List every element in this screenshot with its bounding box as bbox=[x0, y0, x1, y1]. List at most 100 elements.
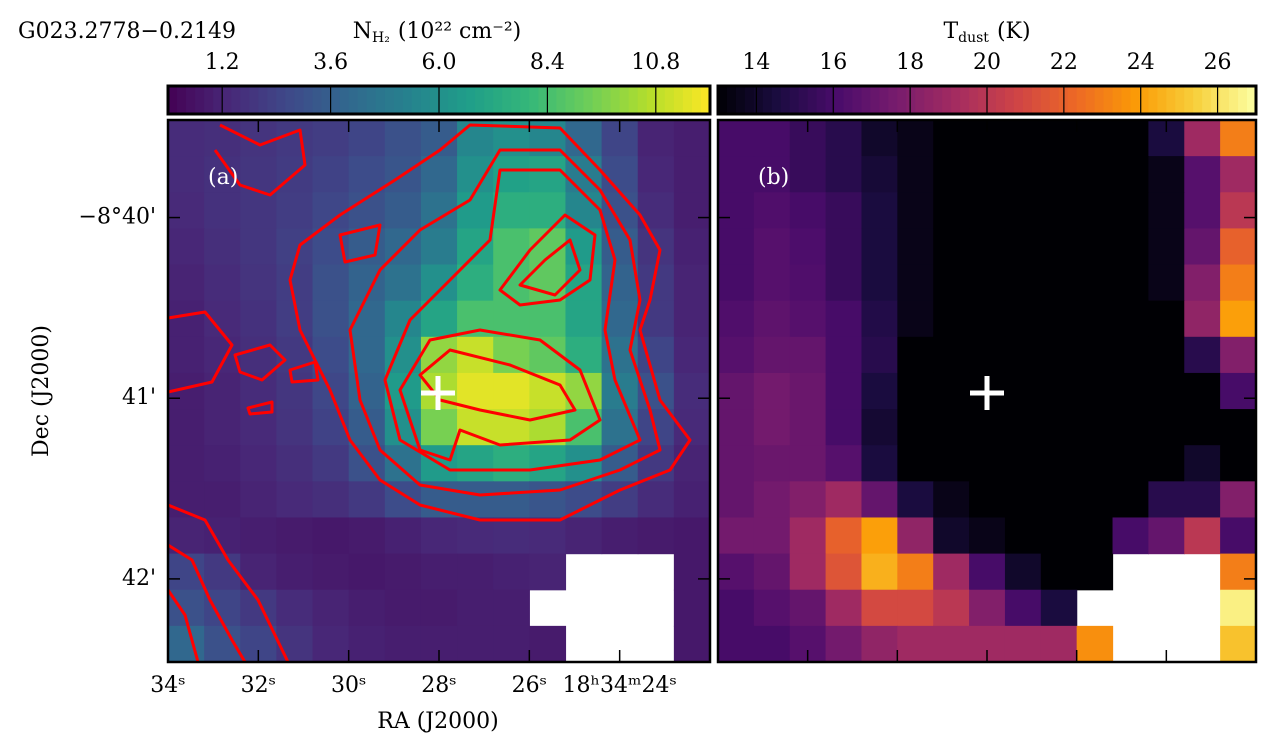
heatmap-cell bbox=[529, 156, 567, 193]
heatmap-cell bbox=[897, 120, 934, 157]
colorbar-segment bbox=[906, 86, 916, 114]
heatmap-cell bbox=[240, 192, 277, 229]
heatmap-cell bbox=[1040, 156, 1078, 193]
heatmap-cell bbox=[1112, 120, 1149, 157]
heatmap-cell bbox=[493, 589, 530, 627]
heatmap-cell bbox=[933, 300, 970, 338]
heatmap-cell bbox=[861, 445, 898, 482]
contour bbox=[167, 310, 234, 394]
heatmap-cell bbox=[240, 228, 277, 266]
heatmap-cell bbox=[825, 156, 863, 193]
colorbar-segment bbox=[204, 86, 214, 114]
heatmap-cell bbox=[312, 120, 350, 157]
heatmap-cell bbox=[457, 625, 494, 663]
heatmap-cell bbox=[1004, 372, 1042, 410]
heatmap-cell bbox=[897, 481, 934, 519]
heatmap-cell bbox=[1040, 589, 1078, 627]
heatmap-cell bbox=[1184, 264, 1221, 302]
heatmap-cell bbox=[1220, 517, 1257, 555]
heatmap-cell bbox=[1076, 228, 1114, 266]
colorbar-segment bbox=[1067, 86, 1078, 114]
heatmap-cell bbox=[240, 336, 277, 374]
heatmap-cell bbox=[897, 409, 934, 446]
colorbar-segment bbox=[1040, 86, 1051, 114]
heatmap-cell bbox=[969, 192, 1006, 229]
contour bbox=[348, 148, 662, 497]
heatmap-cell bbox=[204, 372, 241, 410]
heatmap-cell bbox=[457, 228, 494, 266]
heatmap-cell bbox=[420, 156, 458, 193]
colorbar-tick-label: 22 bbox=[1050, 50, 1078, 75]
heatmap-cell bbox=[420, 409, 458, 446]
heatmap-cell bbox=[789, 300, 827, 338]
heatmap-cell bbox=[240, 264, 277, 302]
heatmap-cell bbox=[1148, 228, 1185, 266]
heatmap-cell bbox=[276, 192, 314, 229]
heatmap-cell bbox=[1112, 409, 1149, 446]
heatmap-cell bbox=[1220, 120, 1257, 157]
x-tick-label: 30ˢ bbox=[331, 673, 366, 698]
heatmap-cell bbox=[240, 445, 277, 482]
heatmap-cell bbox=[1148, 336, 1185, 374]
heatmap-cell bbox=[1076, 553, 1114, 591]
heatmap-cell bbox=[933, 156, 970, 193]
contour bbox=[166, 589, 200, 663]
heatmap-cell bbox=[529, 517, 567, 555]
heatmap-cell bbox=[493, 517, 530, 555]
contour bbox=[246, 400, 274, 416]
y-axis-label: Dec (J2000) bbox=[29, 325, 54, 457]
heatmap-cell bbox=[789, 445, 827, 482]
colorbar-segment bbox=[1220, 86, 1230, 114]
colorbar-segment bbox=[1112, 86, 1123, 114]
heatmap-cell bbox=[861, 372, 898, 410]
colorbar-segment bbox=[592, 86, 603, 114]
heatmap-cell bbox=[933, 481, 970, 519]
heatmap-cell bbox=[1112, 372, 1149, 410]
heatmap-cell bbox=[825, 300, 863, 338]
panel-label: (b) bbox=[758, 165, 789, 190]
colorbar-segment bbox=[619, 86, 630, 114]
heatmap-cell bbox=[168, 192, 205, 229]
heatmap-cell bbox=[1004, 192, 1042, 229]
heatmap-cell bbox=[897, 372, 934, 410]
heatmap-cell bbox=[384, 300, 422, 338]
colorbar-segment bbox=[556, 86, 567, 114]
heatmap-cell bbox=[1040, 300, 1078, 338]
colorbar-segment bbox=[655, 86, 666, 114]
heatmap-cell bbox=[204, 445, 241, 482]
heatmap-cell bbox=[753, 409, 791, 446]
heatmap-cell bbox=[969, 553, 1006, 591]
heatmap-cell bbox=[420, 553, 458, 591]
heatmap-cell bbox=[348, 517, 386, 555]
heatmap-cell bbox=[1076, 517, 1114, 555]
heatmap-cell bbox=[789, 409, 827, 446]
colorbar-segment bbox=[726, 86, 737, 114]
colorbar-segment bbox=[1130, 86, 1141, 114]
heatmap-cell bbox=[969, 336, 1006, 374]
colorbar-tick-label: 26 bbox=[1204, 50, 1232, 75]
heatmap-cell bbox=[420, 228, 458, 266]
heatmap-cell bbox=[789, 264, 827, 302]
heatmap-cell bbox=[933, 445, 970, 482]
heatmap-cell bbox=[718, 445, 755, 482]
heatmap-cell bbox=[1076, 372, 1114, 410]
colorbar-segment bbox=[843, 86, 854, 114]
heatmap-cell bbox=[1040, 372, 1078, 410]
colorbar-segment bbox=[780, 86, 791, 114]
heatmap-cell bbox=[457, 192, 494, 229]
figure-title: G023.2778−0.2149 bbox=[18, 19, 236, 44]
heatmap-cell bbox=[897, 517, 934, 555]
colorbar-tick-label: 8.4 bbox=[530, 50, 565, 75]
heatmap-cell bbox=[1076, 409, 1114, 446]
heatmap-cell bbox=[529, 372, 567, 410]
heatmap-cell bbox=[384, 553, 422, 591]
heatmap-cell bbox=[861, 156, 898, 193]
colorbar-segment bbox=[402, 86, 413, 114]
heatmap-cell bbox=[1184, 120, 1221, 157]
heatmap-cell bbox=[493, 625, 530, 663]
heatmap-cell bbox=[1220, 481, 1257, 519]
heatmap-cell bbox=[276, 409, 314, 446]
heatmap-cell bbox=[825, 336, 863, 374]
heatmap-cell bbox=[457, 517, 494, 555]
